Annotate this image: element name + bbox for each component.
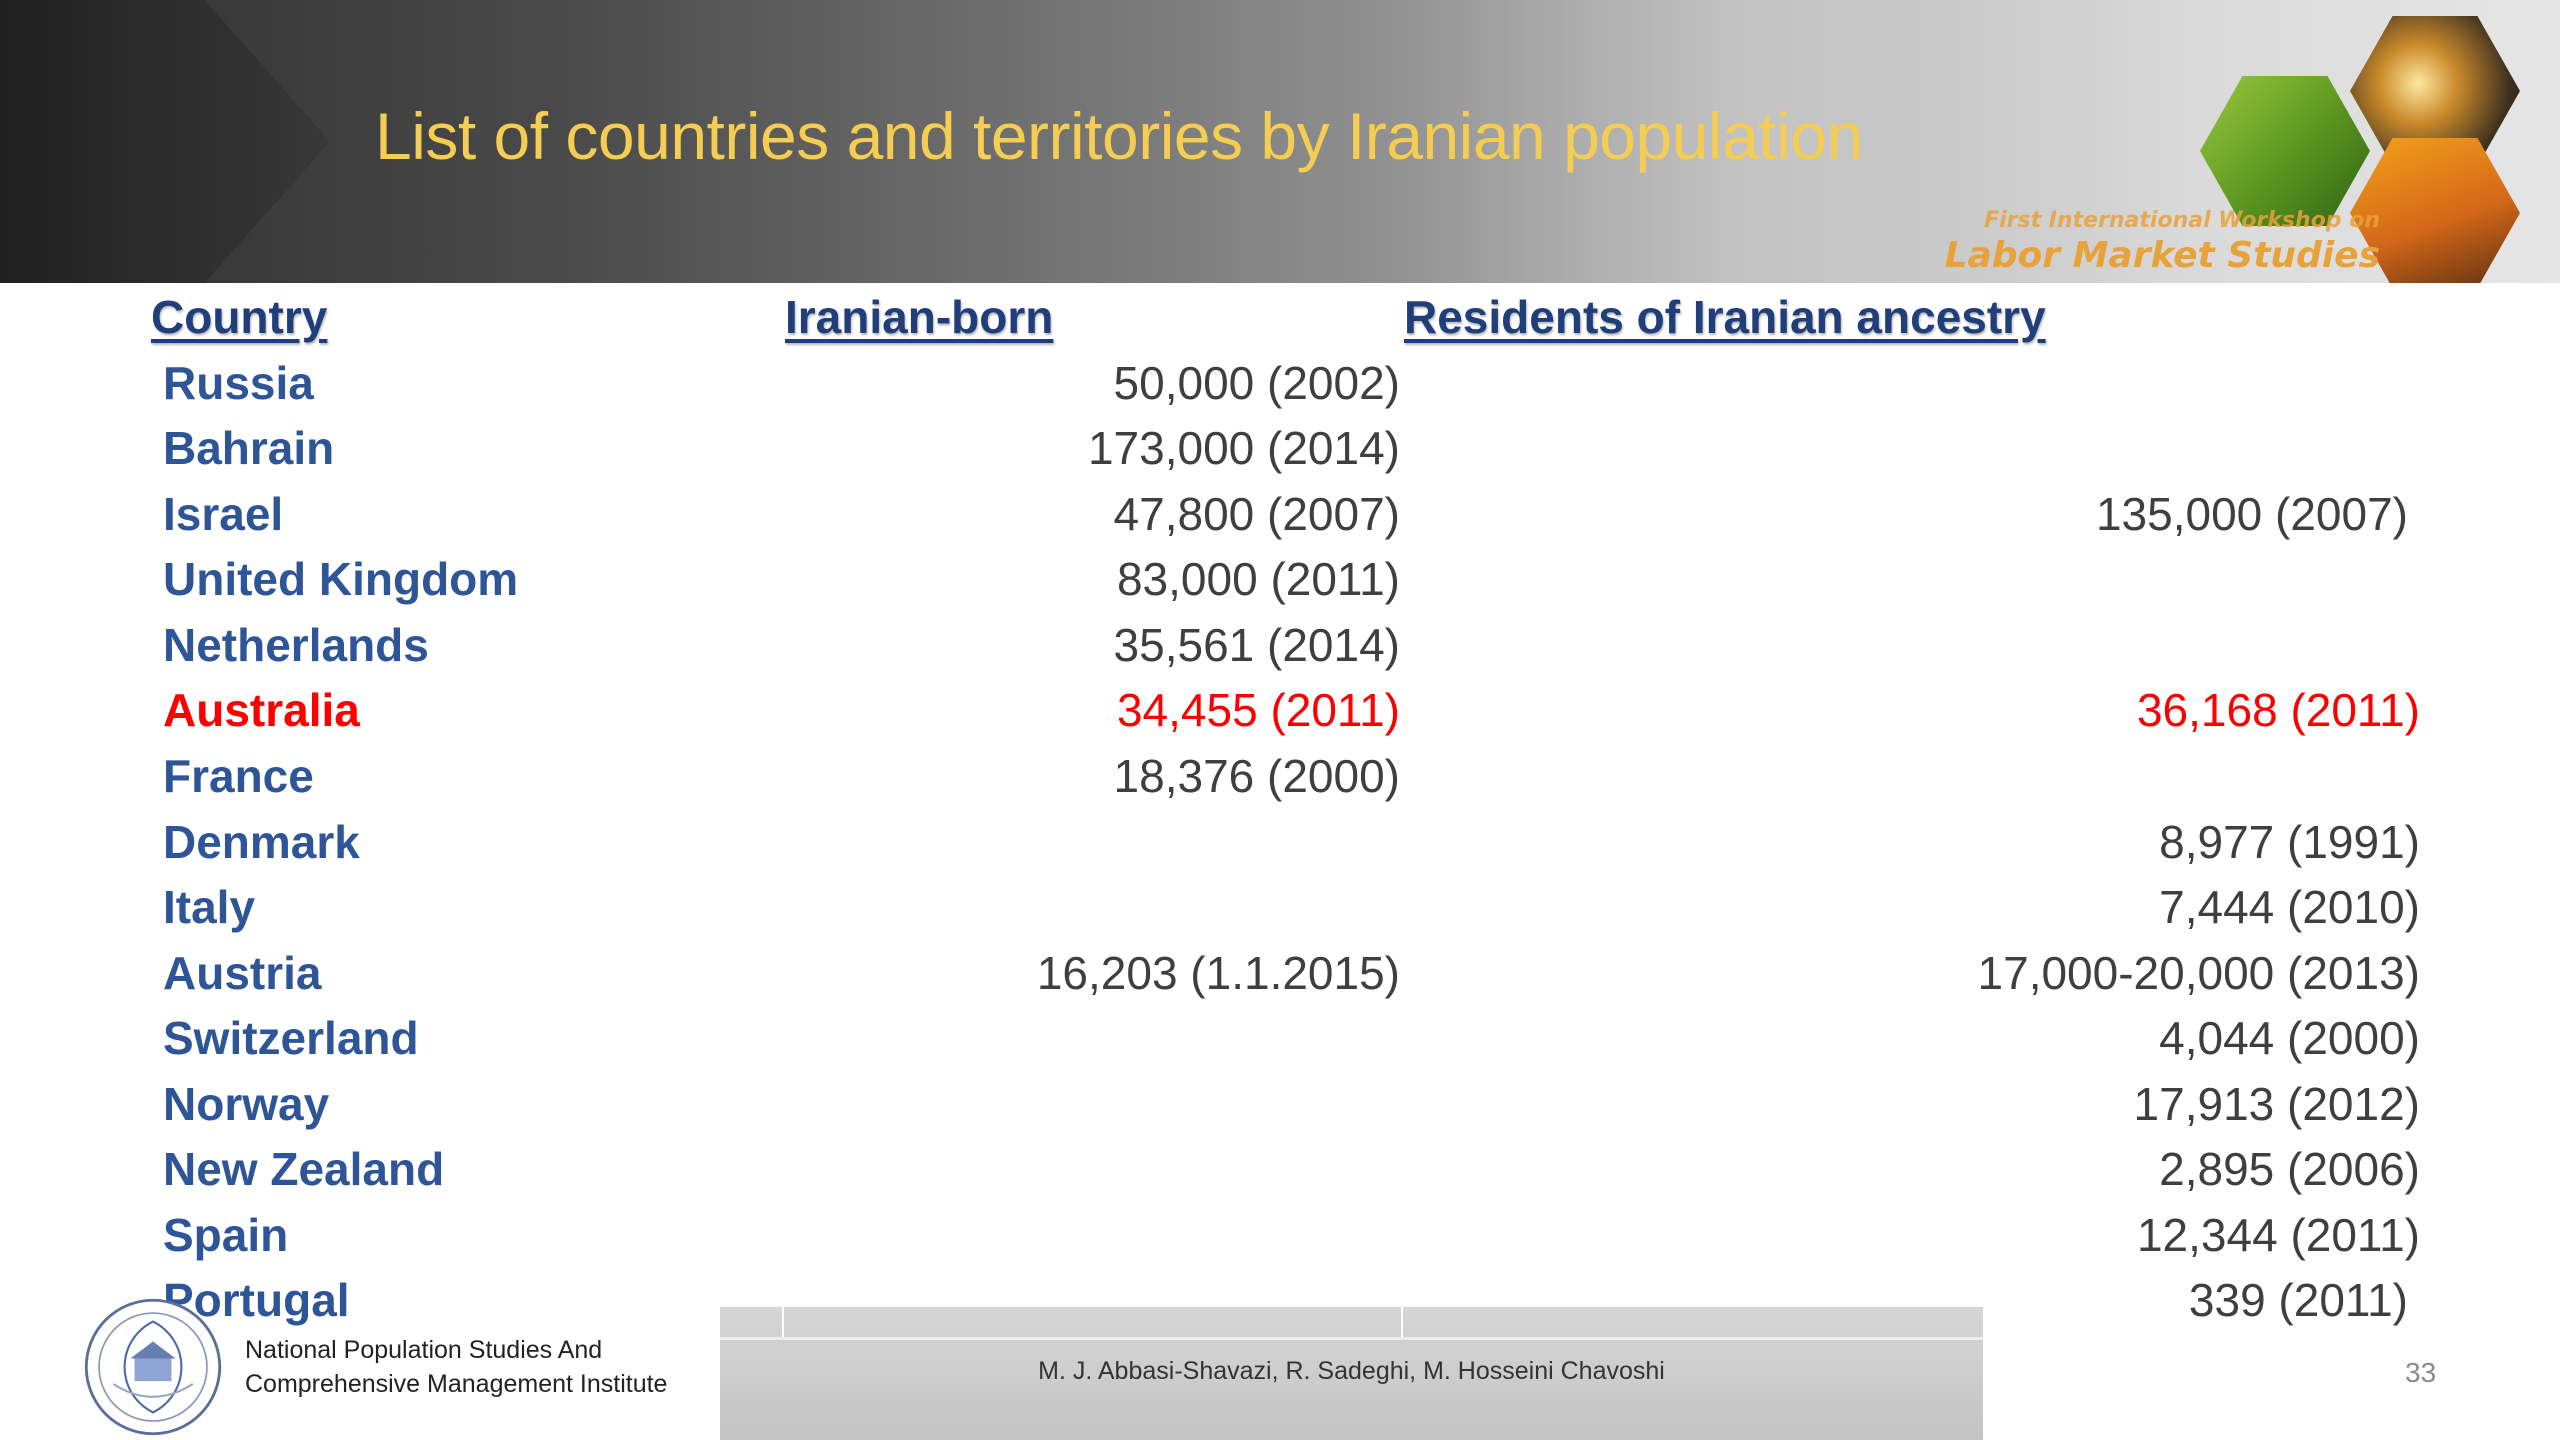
column-header-iranian-born: Iranian-born [785,291,1054,343]
country-cell: Italy [163,881,256,933]
table-row: New Zealand 2,895 (2006) [0,1142,2560,1204]
ancestry-cell: 2,895 (2006) [2159,1143,2420,1195]
country-cell: Norway [163,1078,330,1130]
table-row: United Kingdom 83,000 (2011) [0,552,2560,614]
footer-top-line [720,1337,1983,1340]
workshop-caption-line1: First International Workshop on [1984,208,2380,233]
ancestry-cell: 8,977 (1991) [2159,816,2420,868]
table-row: Spain 12,344 (2011) [0,1208,2560,1270]
workshop-logo: First International Workshop on Labor Ma… [1860,10,2560,283]
institute-name: National Population Studies And Comprehe… [245,1333,667,1401]
iranian-born-cell: 16,203 (1.1.2015) [1036,947,1400,999]
iranian-born-cell: 18,376 (2000) [1113,750,1400,802]
column-header-country: Country [151,291,328,343]
iranian-born-cell: 47,800 (2007) [1113,488,1400,540]
table-row: Italy 7,444 (2010) [0,880,2560,942]
slide-header-banner: List of countries and territories by Ira… [0,0,2560,283]
ancestry-cell: 17,000-20,000 (2013) [1977,947,2420,999]
country-cell: Denmark [163,816,360,868]
table-row-highlighted: Australia 34,455 (2011) 36,168 (2011) [0,683,2560,745]
table-row: France 18,376 (2000) [0,749,2560,811]
slide-title: List of countries and territories by Ira… [375,99,1863,173]
country-cell: Israel [163,488,284,540]
footer-authors: M. J. Abbasi-Shavazi, R. Sadeghi, M. Hos… [1038,1357,1665,1385]
country-cell: Netherlands [163,619,429,671]
header-shine [1400,0,2100,283]
table-row: Switzerland 4,044 (2000) [0,1011,2560,1073]
header-chevron-decoration [0,0,330,283]
page-number: 33 [2405,1357,2437,1388]
country-cell: New Zealand [163,1143,445,1195]
table-row: Russia 50,000 (2002) [0,356,2560,418]
workshop-caption-line2: Labor Market Studies [1944,235,2380,276]
iranian-born-cell: 173,000 (2014) [1087,422,1400,474]
institute-logo-icon [84,1298,222,1436]
footer-divider [782,1307,784,1337]
ancestry-cell: 36,168 (2011) [2136,684,2420,736]
table-row: Israel 47,800 (2007) 135,000 (2007) [0,487,2560,549]
iranian-born-cell: 50,000 (2002) [1113,357,1400,409]
ancestry-cell: 7,444 (2010) [2159,881,2420,933]
institute-name-line1: National Population Studies And [245,1336,603,1364]
country-cell: Bahrain [163,422,335,474]
ancestry-cell: 4,044 (2000) [2159,1012,2420,1064]
table-row: Netherlands 35,561 (2014) [0,618,2560,680]
institute-name-line2: Comprehensive Management Institute [245,1370,668,1398]
footer-divider [1401,1307,1403,1337]
iranian-born-cell: 83,000 (2011) [1116,553,1400,605]
country-cell: Austria [163,947,322,999]
column-header-ancestry: Residents of Iranian ancestry [1404,291,2046,343]
country-cell: Spain [163,1209,289,1261]
country-cell: Australia [163,684,360,736]
table-row: Norway 17,913 (2012) [0,1077,2560,1139]
country-cell: France [163,750,314,802]
ancestry-cell: 339 (2011) [2188,1274,2408,1326]
table-row: Austria 16,203 (1.1.2015) 17,000-20,000 … [0,946,2560,1008]
table-row: Denmark 8,977 (1991) [0,815,2560,877]
country-cell: Switzerland [163,1012,419,1064]
farming-photo-hex [2200,76,2370,226]
iranian-born-cell: 35,561 (2014) [1113,619,1400,671]
country-cell: United Kingdom [163,553,519,605]
ancestry-cell: 12,344 (2011) [2136,1209,2420,1261]
iranian-born-cell: 34,455 (2011) [1116,684,1400,736]
workshop-caption: First International Workshop on Labor Ma… [1860,208,2380,276]
ancestry-cell: 17,913 (2012) [2133,1078,2420,1130]
ancestry-cell: 135,000 (2007) [2095,488,2408,540]
table-row: Bahrain 173,000 (2014) [0,421,2560,483]
footer-bar: M. J. Abbasi-Shavazi, R. Sadeghi, M. Hos… [720,1307,1983,1440]
country-cell: Russia [163,357,314,409]
